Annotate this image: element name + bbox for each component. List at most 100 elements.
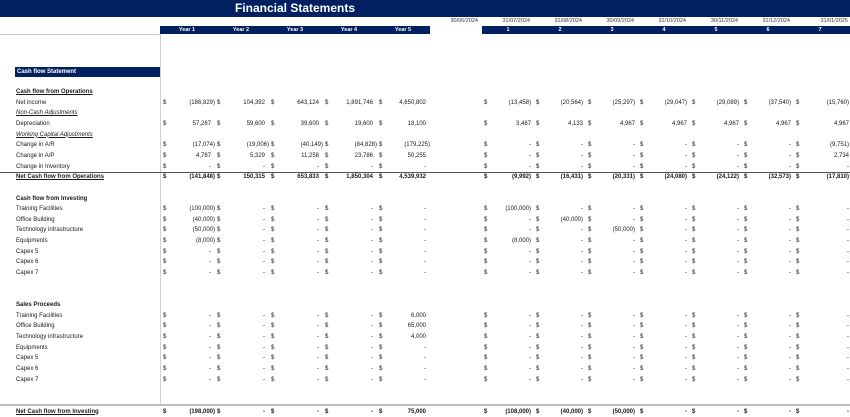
column-divider xyxy=(160,34,161,405)
period-value-4: - xyxy=(685,248,687,255)
period-value-5: - xyxy=(737,259,739,266)
period-value-4: - xyxy=(685,259,687,266)
currency-symbol: $ xyxy=(744,365,748,372)
period-value-5: - xyxy=(737,216,739,223)
currency-symbol: $ xyxy=(640,227,644,234)
period-value-6: - xyxy=(789,355,791,362)
row-label: Cash flow from Operations xyxy=(16,89,93,95)
row-label: Working Capital Adjustments xyxy=(16,131,93,138)
currency-symbol: $ xyxy=(744,238,748,245)
period-value-2: 4,133 xyxy=(567,120,583,127)
year-value-5: - xyxy=(424,206,426,213)
currency-symbol: $ xyxy=(692,376,696,383)
year-value-1: - xyxy=(209,344,211,351)
period-value-5: - xyxy=(737,355,739,362)
period-value-6: - xyxy=(789,344,791,351)
period-value-6: - xyxy=(789,259,791,266)
currency-symbol: $ xyxy=(325,120,329,127)
year-value-5: 4,650,802 xyxy=(399,99,426,106)
year-value-1: - xyxy=(209,163,211,170)
year-value-5: 4,539,932 xyxy=(399,174,426,181)
currency-symbol: $ xyxy=(379,206,383,213)
currency-symbol: $ xyxy=(325,270,329,277)
period-value-4: - xyxy=(685,142,687,149)
period-value-2: - xyxy=(581,238,583,245)
currency-symbol: $ xyxy=(692,238,696,245)
period-value-5: (24,122) xyxy=(716,174,739,181)
currency-symbol: $ xyxy=(379,152,383,159)
currency-symbol: $ xyxy=(484,174,488,181)
year-value-5: 6,000 xyxy=(410,312,426,319)
period-value-6: - xyxy=(789,408,791,415)
currency-symbol: $ xyxy=(640,355,644,362)
currency-symbol: $ xyxy=(325,312,329,319)
year-value-2: - xyxy=(263,323,265,330)
currency-symbol: $ xyxy=(379,142,383,149)
table-row: Training Facilities $ (100,000) $ - $ - $ - $ - $ (1… xyxy=(0,204,850,214)
currency-symbol: $ xyxy=(163,312,167,319)
currency-symbol: $ xyxy=(536,259,540,266)
year-header-5: Year 5 xyxy=(394,27,412,33)
year-value-5: 4,000 xyxy=(410,333,426,340)
currency-symbol: $ xyxy=(796,99,800,106)
currency-symbol: $ xyxy=(640,344,644,351)
currency-symbol: $ xyxy=(217,99,221,106)
currency-symbol: $ xyxy=(692,142,696,149)
period-value-7: (9,751) xyxy=(829,142,849,149)
period-value-3: (20,331) xyxy=(612,174,635,181)
year-value-2: - xyxy=(263,216,265,223)
currency-symbol: $ xyxy=(796,206,800,213)
currency-symbol: $ xyxy=(796,408,800,415)
currency-symbol: $ xyxy=(640,216,644,223)
period-value-7: - xyxy=(847,365,849,372)
currency-symbol: $ xyxy=(379,344,383,351)
currency-symbol: $ xyxy=(484,142,488,149)
currency-symbol: $ xyxy=(163,248,167,255)
currency-symbol: $ xyxy=(692,333,696,340)
period-value-7: - xyxy=(847,163,849,170)
period-value-6: (32,573) xyxy=(768,174,791,181)
period-value-7: - xyxy=(847,323,849,330)
blank-row xyxy=(0,279,850,289)
year-value-5: - xyxy=(424,238,426,245)
period-value-3: - xyxy=(633,376,635,383)
year-value-4: - xyxy=(371,227,373,234)
currency-symbol: $ xyxy=(744,259,748,266)
period-header-7: 7 xyxy=(818,27,822,33)
period-date-2: 31/08/2024 xyxy=(554,18,582,24)
period-value-1: - xyxy=(529,152,531,159)
period-value-6: - xyxy=(789,376,791,383)
period-value-2: - xyxy=(581,365,583,372)
currency-symbol: $ xyxy=(588,142,592,149)
currency-symbol: $ xyxy=(588,376,592,383)
currency-symbol: $ xyxy=(163,238,167,245)
year-header-4: Year 4 xyxy=(340,27,358,33)
currency-symbol: $ xyxy=(163,323,167,330)
period-header-3: 3 xyxy=(610,27,614,33)
year-value-4: 23,786 xyxy=(354,152,373,159)
table-row: Capex 6 $ - $ - $ - $ - $ - $ - $ - $ - $ - $ - $ - $ - xyxy=(0,257,850,267)
table-row: Office Building $ - $ - $ - $ - $65,000 $ - $ - $ - $ - $ -… xyxy=(0,321,850,331)
currency-symbol: $ xyxy=(744,142,748,149)
table-row: Capex 6 $ - $ - $ - $ - $ - $ - $ - $ - $ - $ - $ - $ - xyxy=(0,364,850,374)
currency-symbol: $ xyxy=(744,99,748,106)
period-value-1: - xyxy=(529,365,531,372)
period-value-4: - xyxy=(685,227,687,234)
year-value-3: - xyxy=(317,238,319,245)
period-value-1: - xyxy=(529,216,531,223)
currency-symbol: $ xyxy=(271,227,275,234)
period-value-4: - xyxy=(685,216,687,223)
currency-symbol: $ xyxy=(692,163,696,170)
currency-symbol: $ xyxy=(484,355,488,362)
currency-symbol: $ xyxy=(271,174,275,181)
currency-symbol: $ xyxy=(536,99,540,106)
period-value-6: - xyxy=(789,216,791,223)
period-value-6: - xyxy=(789,142,791,149)
currency-symbol: $ xyxy=(536,206,540,213)
currency-symbol: $ xyxy=(796,248,800,255)
period-value-2: - xyxy=(581,333,583,340)
row-label: Capex 5 xyxy=(16,248,39,255)
currency-symbol: $ xyxy=(484,312,488,319)
currency-symbol: $ xyxy=(536,333,540,340)
currency-symbol: $ xyxy=(692,344,696,351)
